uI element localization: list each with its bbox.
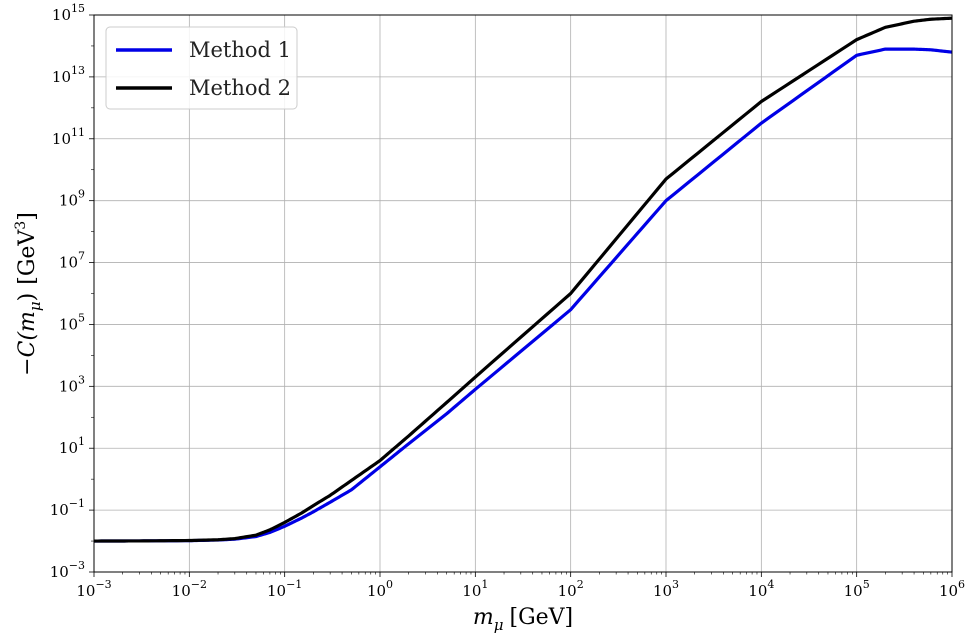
y-tick-label: 109 [59,188,85,210]
y-tick-label: 1015 [52,2,85,24]
x-axis-label: mμ [GeV] [473,605,573,634]
x-tick-labels: 10−3 10−2 10−1 100 101 102 103 104 105 106 [76,578,965,600]
x-tick-label: 104 [748,578,774,600]
y-axis-label: −C(mμ)[GeV3] [13,212,44,376]
x-tick-label: 10−1 [267,578,302,600]
y-tick-label: 10−3 [50,559,85,581]
x-tick-label: 10−3 [76,578,111,600]
legend: Method 1 Method 2 [105,26,298,110]
ticks [89,14,953,577]
x-tick-label: 106 [939,578,965,600]
y-tick-label: 101 [59,435,85,457]
y-tick-label: 1011 [52,126,85,148]
series-line-method-1 [93,47,953,543]
series-layer [93,16,953,543]
y-tick-labels: 10−3 10−1 101 103 105 107 109 1011 1013 1015 [50,2,85,581]
x-tick-label: 103 [653,578,679,600]
legend-label-method-2: Method 2 [189,76,291,100]
x-tick-label: 105 [844,578,870,600]
x-tick-label: 100 [367,578,393,600]
legend-label-method-1: Method 1 [189,38,291,62]
y-tick-label: 103 [59,373,85,395]
y-tick-label: 10−1 [50,497,85,519]
y-tick-label: 105 [59,311,85,333]
y-tick-label: 1013 [52,64,85,86]
y-tick-label: 107 [59,250,85,272]
x-tick-label: 102 [558,578,584,600]
x-tick-label: 10−2 [172,578,207,600]
series-line-method-2 [93,16,953,543]
x-tick-label: 101 [462,578,488,600]
